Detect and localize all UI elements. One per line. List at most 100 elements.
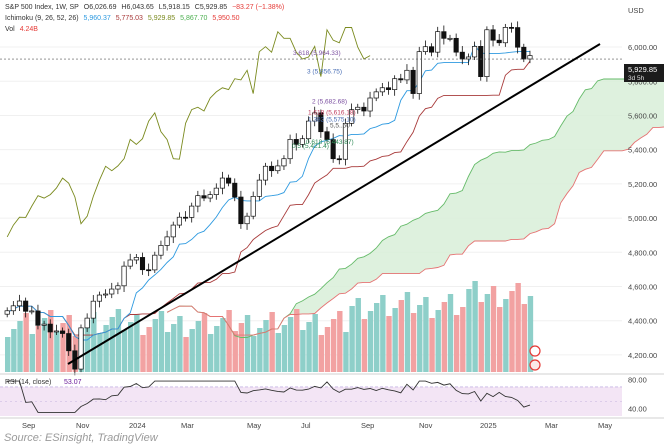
candle-body — [78, 327, 84, 370]
volume-bar — [226, 310, 232, 372]
candle-body — [336, 158, 342, 161]
candle-body — [342, 122, 349, 160]
candle-body — [195, 195, 201, 207]
volume-bar — [244, 315, 251, 372]
candle-body — [484, 29, 490, 77]
ichimoku-header[interactable]: Ichimoku (9, 26, 52, 26) 5,960.37 5,775.… — [5, 15, 243, 22]
fib-label: 5,5..60 — [330, 123, 350, 130]
time-tick-label: 2024 — [129, 421, 146, 430]
time-tick-label: May — [247, 421, 261, 430]
volume-bar — [367, 311, 374, 372]
change-value: −83.27 (−1.38%) — [232, 4, 285, 11]
candle-body — [232, 182, 238, 198]
candle-body — [281, 158, 287, 167]
volume-bar — [140, 335, 146, 372]
volume-bar — [97, 333, 103, 372]
volume-bar — [183, 337, 189, 372]
volume-bar — [429, 318, 435, 372]
volume-bar — [392, 308, 398, 372]
candle-body — [385, 87, 392, 90]
volume-bar — [177, 316, 183, 372]
candle-body — [189, 205, 195, 218]
candle-body — [373, 91, 379, 99]
candle-body — [41, 323, 47, 326]
volume-bar — [60, 323, 66, 372]
senkou-span-b-line — [166, 126, 664, 336]
candle-body — [478, 46, 484, 77]
ichimoku-value-tenkan: 5,960.37 — [83, 15, 111, 22]
candle-body — [213, 187, 219, 195]
volume-bar — [84, 320, 91, 372]
volume-bar — [509, 291, 515, 372]
candle-body — [496, 39, 502, 44]
volume-bar — [410, 313, 417, 372]
last-price-tag: 5,929.85 3d 5h — [624, 64, 664, 82]
candle-body — [515, 27, 521, 48]
fib-label: 0.5 (5,421.4) — [292, 143, 329, 150]
candle-body — [508, 27, 515, 29]
volume-bar — [121, 330, 128, 372]
volume-label: Vol — [5, 26, 15, 33]
volume-bars — [5, 281, 534, 372]
candle-body — [287, 139, 293, 160]
time-tick-label: 2025 — [480, 421, 497, 430]
price-tick-label: 4,400.00 — [628, 317, 657, 326]
volume-bar — [238, 323, 245, 372]
candle-body — [429, 46, 435, 53]
candle-body — [109, 288, 115, 295]
volume-bar — [48, 310, 54, 372]
low-value: L5,918.15 — [158, 4, 190, 11]
rsi-line — [7, 380, 531, 413]
volume-bar — [11, 329, 17, 372]
ichimoku-value-chikou: 5,929.85 — [147, 15, 176, 22]
rsi-tick-label: 80.00 — [628, 376, 647, 385]
volume-bar — [441, 302, 448, 372]
candle-body — [318, 112, 324, 133]
candle-body — [299, 138, 305, 145]
price-tick-label: 4,200.00 — [628, 351, 657, 360]
volume-bar — [269, 312, 275, 372]
candle-body — [392, 78, 398, 90]
volume-bar — [337, 311, 343, 372]
time-tick-label: Nov — [76, 421, 90, 430]
candle-body — [250, 196, 256, 217]
volume-bar — [361, 319, 368, 372]
volume-bar — [460, 307, 466, 372]
candle-body — [84, 317, 90, 329]
time-tick-label: Jul — [301, 421, 311, 430]
candle-body — [127, 259, 133, 267]
candle-body — [183, 216, 189, 219]
volume-bar — [435, 310, 441, 372]
price-tick-label: 5,400.00 — [628, 146, 657, 155]
candle-body — [201, 195, 207, 199]
volume-header[interactable]: Vol 4.24B — [5, 26, 41, 33]
time-tick-label: Mar — [545, 421, 558, 430]
candle-body — [324, 131, 330, 140]
volume-bar — [466, 289, 472, 372]
high-value: H6,043.65 — [121, 4, 154, 11]
volume-bar — [214, 326, 220, 372]
ichimoku-label: Ichimoku (9, 26, 52, 26) — [5, 15, 79, 22]
event-icons[interactable] — [529, 345, 541, 371]
candle-body — [176, 216, 182, 226]
fib-label: 3 (5,856.75) — [307, 69, 342, 76]
volume-bar — [134, 314, 140, 372]
candle-body — [262, 165, 269, 181]
volume-bar — [263, 320, 269, 372]
candle-body — [53, 330, 59, 333]
ichimoku-value-span-b: 5,950.50 — [212, 15, 240, 22]
ichimoku-value-kijun: 5,775.03 — [115, 15, 143, 22]
time-tick-label: Sep — [22, 421, 35, 430]
volume-bar — [201, 313, 208, 372]
candle-body — [293, 139, 299, 145]
last-price-value: 5,929.85 — [628, 65, 657, 74]
volume-bar — [103, 325, 109, 372]
rsi-label: RSI (14, close) — [5, 379, 51, 386]
candle-body — [404, 69, 410, 81]
volume-bar — [478, 302, 484, 372]
volume-bar — [128, 322, 134, 372]
candle-body — [47, 323, 53, 333]
volume-bar — [5, 337, 11, 372]
time-axis: Sep Nov 2024 Mar May Jul Sep Nov 2025 Mar May — [0, 417, 664, 430]
